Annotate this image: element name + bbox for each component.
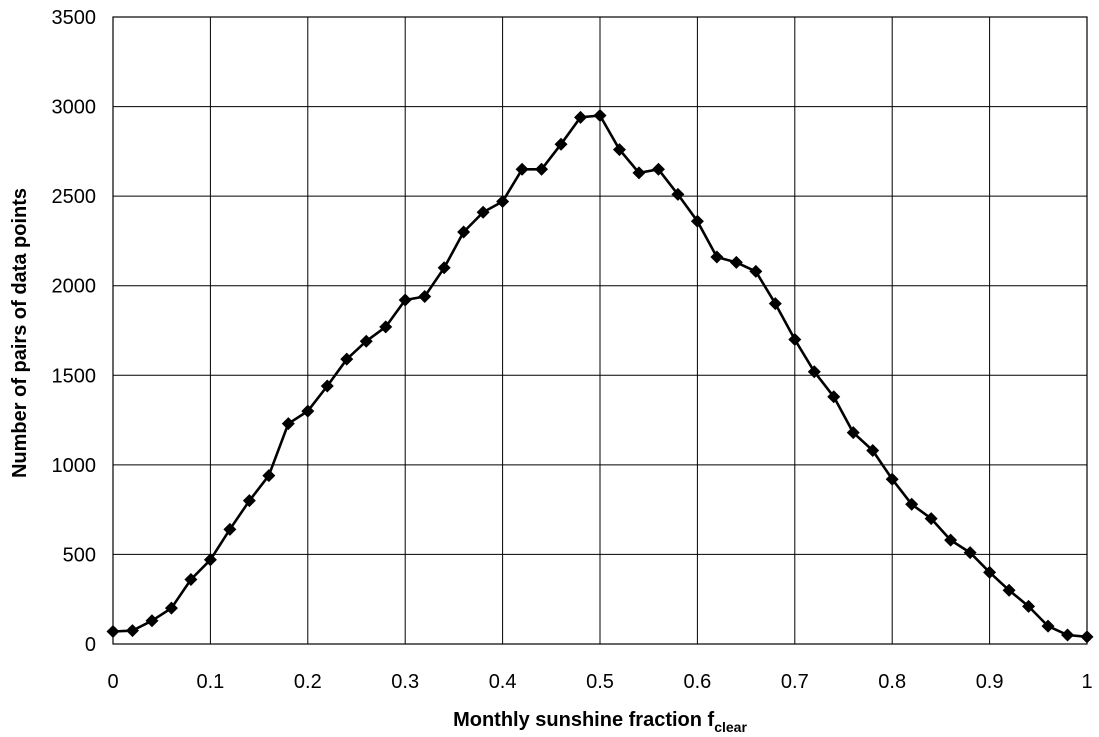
x-tick-label: 0	[107, 671, 118, 693]
data-point-marker	[262, 469, 276, 483]
data-point-marker	[885, 472, 899, 486]
data-point-marker	[398, 293, 412, 307]
data-point-marker	[320, 379, 334, 393]
x-tick-label: 0.7	[781, 671, 809, 693]
y-tick-label: 3500	[52, 7, 97, 29]
x-axis-title-symbol: f	[708, 709, 715, 731]
data-point-marker	[418, 289, 432, 303]
x-tick-label: 0.2	[294, 671, 322, 693]
x-tick-label: 0.4	[489, 671, 517, 693]
data-point-marker	[535, 162, 549, 176]
data-point-marker	[554, 137, 568, 151]
plot-area-border	[112, 16, 1088, 645]
y-tick-label: 1500	[52, 365, 97, 387]
data-point-marker	[944, 533, 958, 547]
y-tick-label: 1000	[52, 455, 97, 477]
x-tick-label: 0.1	[196, 671, 224, 693]
data-series	[106, 109, 1094, 644]
data-point-marker	[612, 143, 626, 157]
data-point-marker	[457, 225, 471, 239]
data-point-marker	[593, 109, 607, 123]
data-point-marker	[963, 546, 977, 560]
data-point-marker	[749, 264, 763, 278]
x-axis-title-subscript: clear	[714, 719, 747, 735]
y-tick-label: 0	[85, 634, 96, 656]
data-point-marker	[125, 624, 139, 638]
x-tick-label: 1	[1081, 671, 1092, 693]
data-point-marker	[924, 512, 938, 526]
data-point-marker	[184, 573, 198, 587]
data-point-marker	[340, 352, 354, 366]
data-point-marker	[846, 426, 860, 440]
data-point-marker	[710, 250, 724, 264]
data-point-marker	[242, 494, 256, 508]
data-point-marker	[379, 320, 393, 334]
data-point-marker	[1022, 599, 1036, 613]
data-point-marker	[515, 162, 529, 176]
data-point-marker	[574, 110, 588, 124]
x-axis-tick-labels: 0 0.1 0.2 0.3 0.4 0.5 0.6 0.7 0.8 0.9 1	[107, 671, 1092, 693]
y-tick-label: 2000	[52, 276, 97, 298]
data-point-marker	[905, 497, 919, 511]
data-point-marker	[281, 417, 295, 431]
data-point-marker	[164, 601, 178, 615]
x-tick-label: 0.8	[878, 671, 906, 693]
data-point-marker	[1002, 583, 1016, 597]
data-point-marker	[1080, 630, 1094, 644]
data-point-marker	[106, 624, 120, 638]
data-point-marker	[223, 522, 237, 536]
data-point-marker	[301, 404, 315, 418]
data-point-marker	[476, 205, 490, 219]
y-tick-label: 500	[63, 544, 96, 566]
data-point-marker	[768, 297, 782, 311]
x-tick-label: 0.5	[586, 671, 614, 693]
data-point-marker	[496, 195, 510, 209]
data-point-marker	[1061, 628, 1075, 642]
data-point-marker	[145, 614, 159, 628]
data-point-marker	[866, 444, 880, 458]
y-tick-label: 3000	[52, 97, 97, 119]
data-point-marker	[203, 553, 217, 567]
y-axis-title: Number of pairs of data points	[9, 188, 31, 478]
data-point-marker	[651, 162, 665, 176]
x-axis-title: Monthly sunshine fraction fclear	[453, 709, 747, 735]
data-point-marker	[1041, 619, 1055, 633]
x-tick-label: 0.3	[391, 671, 419, 693]
x-axis-title-text: Monthly sunshine fraction	[453, 709, 702, 731]
data-point-marker	[983, 565, 997, 579]
x-tick-label: 0.9	[976, 671, 1004, 693]
data-point-marker	[671, 187, 685, 201]
data-point-marker	[437, 261, 451, 275]
data-point-marker	[359, 334, 373, 348]
data-point-marker	[827, 390, 841, 404]
data-point-marker	[788, 332, 802, 346]
data-point-marker	[729, 255, 743, 269]
x-tick-label: 0.6	[683, 671, 711, 693]
data-point-marker	[632, 166, 646, 180]
y-axis-tick-labels: 0 500 1000 1500 2000 2500 3000 3500	[52, 7, 97, 656]
y-tick-label: 2500	[52, 186, 97, 208]
data-point-marker	[690, 214, 704, 228]
data-point-marker	[807, 365, 821, 379]
